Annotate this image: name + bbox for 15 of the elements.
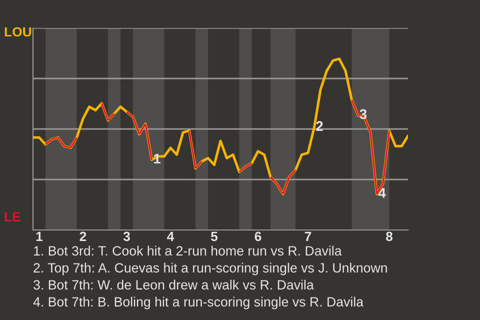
x-tick-label: 3 [123, 232, 130, 242]
x-tick-label: 7 [304, 232, 312, 241]
x-tick-label: 1 [36, 232, 43, 241]
x-tick-label: 8 [386, 232, 393, 242]
text: LOU [4, 27, 32, 37]
text: LE [4, 212, 20, 222]
x-tick-label: 4 [167, 232, 174, 241]
x-tick-label: 2 [80, 232, 86, 241]
text: 2. Top 7th: A. Cuevas hit a run-scoring single vs J. Unknown [34, 262, 387, 276]
text: 1. Bot 3rd: T. Cook hit a 2-run home run vs R. Davila [34, 246, 342, 256]
text: 3. Bot 7th: W. de Leon drew a walk vs R. Davila [34, 280, 314, 290]
text: 4. Bot 7th: B. Boling hit a run-scoring single vs R. Davila [33, 296, 364, 310]
x-tick-label: 6 [254, 232, 262, 242]
annotation: 4 [378, 188, 386, 198]
x-tick-label: 5 [210, 232, 218, 242]
